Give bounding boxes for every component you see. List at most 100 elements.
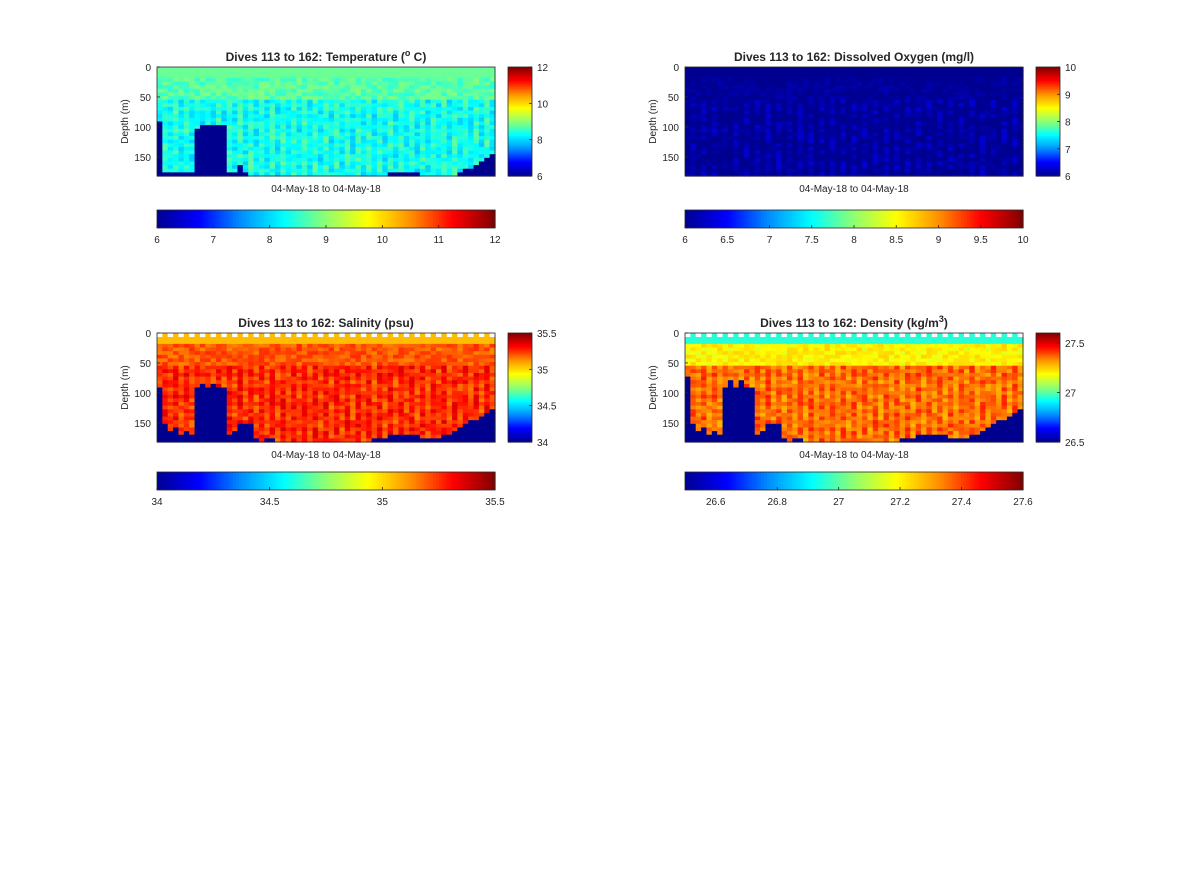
heatmap-cell <box>393 70 400 75</box>
heatmap-cell <box>701 136 708 141</box>
heatmap-cell <box>1012 92 1019 97</box>
heatmap-cell <box>1017 117 1024 123</box>
heatmap-cell <box>430 136 437 141</box>
heatmap-cell <box>173 431 180 436</box>
heatmap-cell <box>484 110 491 115</box>
heatmap-cell <box>226 103 233 108</box>
heatmap-cell <box>711 88 718 94</box>
surface-gap <box>253 333 260 337</box>
heatmap-cell <box>819 92 826 97</box>
heatmap-cell <box>856 139 863 144</box>
heatmap-cell <box>845 168 852 173</box>
heatmap-cell <box>904 139 911 144</box>
colorbar-segment <box>508 85 532 88</box>
heatmap-cell <box>888 143 895 148</box>
heatmap-cell <box>280 416 287 421</box>
heatmap-cell <box>845 74 852 79</box>
heatmap-cell <box>829 117 836 123</box>
heatmap-cell <box>489 92 496 97</box>
heatmap-cell <box>1001 161 1008 166</box>
heatmap-cell <box>216 347 222 352</box>
heatmap-cell <box>344 77 351 83</box>
heatmap-cell <box>334 88 341 94</box>
heatmap-cell <box>285 99 292 104</box>
heatmap-cell <box>996 77 1003 83</box>
heatmap-cell <box>690 132 697 137</box>
heatmap-cell <box>489 146 496 152</box>
heatmap-cell <box>851 85 858 90</box>
heatmap-cell <box>947 157 954 163</box>
heatmap-cell <box>210 391 217 396</box>
heatmap-cell <box>350 125 357 130</box>
heatmap-cell <box>183 391 190 396</box>
heatmap-cell <box>280 146 287 152</box>
heatmap-cell <box>926 128 933 133</box>
heatmap-cell <box>173 168 180 173</box>
heatmap-cell <box>727 117 734 123</box>
heatmap-cell <box>205 376 212 381</box>
heatmap-cell <box>457 136 464 141</box>
heatmap-cell <box>317 139 324 144</box>
heatmap-cell <box>430 172 437 177</box>
heatmap-cell <box>489 106 496 112</box>
heatmap-cell <box>167 96 174 101</box>
heatmap-cell <box>269 369 276 374</box>
heatmap-cell <box>894 165 901 170</box>
heatmap-cell <box>878 81 885 86</box>
heatmap-cell <box>840 96 847 101</box>
heatmap-cell <box>808 85 815 90</box>
heatmap-cell <box>760 88 767 94</box>
heatmap-cell <box>242 354 249 360</box>
heatmap-cell <box>317 117 324 123</box>
heatmap-cell <box>947 161 954 166</box>
heatmap-cell <box>969 117 976 123</box>
heatmap-cell <box>489 77 496 83</box>
y-tick-label: 150 <box>662 153 679 164</box>
colorbar-segment <box>269 210 274 228</box>
heatmap-cell <box>904 150 911 155</box>
heatmap-cell <box>685 114 691 119</box>
heatmap-cell <box>167 110 174 115</box>
heatmap-cell <box>167 85 174 90</box>
heatmap-cell <box>248 132 255 137</box>
heatmap-cell <box>419 74 426 79</box>
heatmap-cell <box>323 110 330 115</box>
heatmap-cell <box>167 427 174 432</box>
heatmap-cell <box>478 157 485 163</box>
heatmap-cell <box>323 161 330 166</box>
heatmap-cell <box>221 77 228 83</box>
heatmap-cell <box>269 132 276 137</box>
heatmap-cell <box>808 143 815 148</box>
heatmap-cell <box>285 103 292 108</box>
heatmap-cell <box>199 161 206 166</box>
heatmap-cell <box>210 434 217 439</box>
heatmap-cell <box>856 74 863 79</box>
heatmap-cell <box>334 157 341 163</box>
heatmap-cell <box>312 77 319 83</box>
heatmap-cell <box>441 92 448 97</box>
colorbar-segment <box>1036 157 1060 161</box>
heatmap-cell <box>473 117 480 123</box>
heatmap-cell <box>183 351 190 356</box>
heatmap-cell <box>194 146 201 152</box>
heatmap-cell <box>242 128 249 133</box>
heatmap-cell <box>489 165 496 170</box>
heatmap-cell <box>803 96 809 101</box>
heatmap-cell <box>926 74 933 79</box>
heatmap-cell <box>733 96 740 101</box>
heatmap-cell <box>824 85 831 90</box>
heatmap-cell <box>393 99 400 104</box>
heatmap-cell <box>258 405 265 410</box>
heatmap-cell <box>162 431 169 436</box>
heatmap-cell <box>781 172 788 177</box>
heatmap-cell <box>221 354 228 360</box>
colorbar-segment <box>233 210 237 228</box>
heatmap-cell <box>888 96 895 101</box>
heatmap-cell <box>226 117 233 123</box>
heatmap-cell <box>269 372 276 378</box>
heatmap-cell <box>221 380 228 385</box>
heatmap-cell <box>1017 81 1024 86</box>
colorbar-segment <box>1036 172 1060 175</box>
heatmap-cell <box>285 110 292 115</box>
heatmap-cell <box>473 161 480 166</box>
